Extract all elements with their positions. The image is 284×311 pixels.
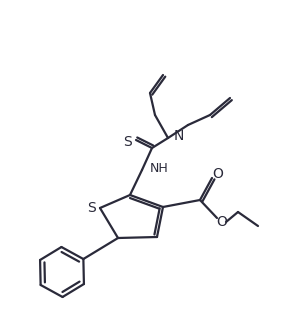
Text: O: O [212,167,224,181]
Text: N: N [174,129,184,143]
Text: S: S [124,135,132,149]
Text: NH: NH [150,161,169,174]
Text: O: O [217,215,227,229]
Text: S: S [87,201,95,215]
